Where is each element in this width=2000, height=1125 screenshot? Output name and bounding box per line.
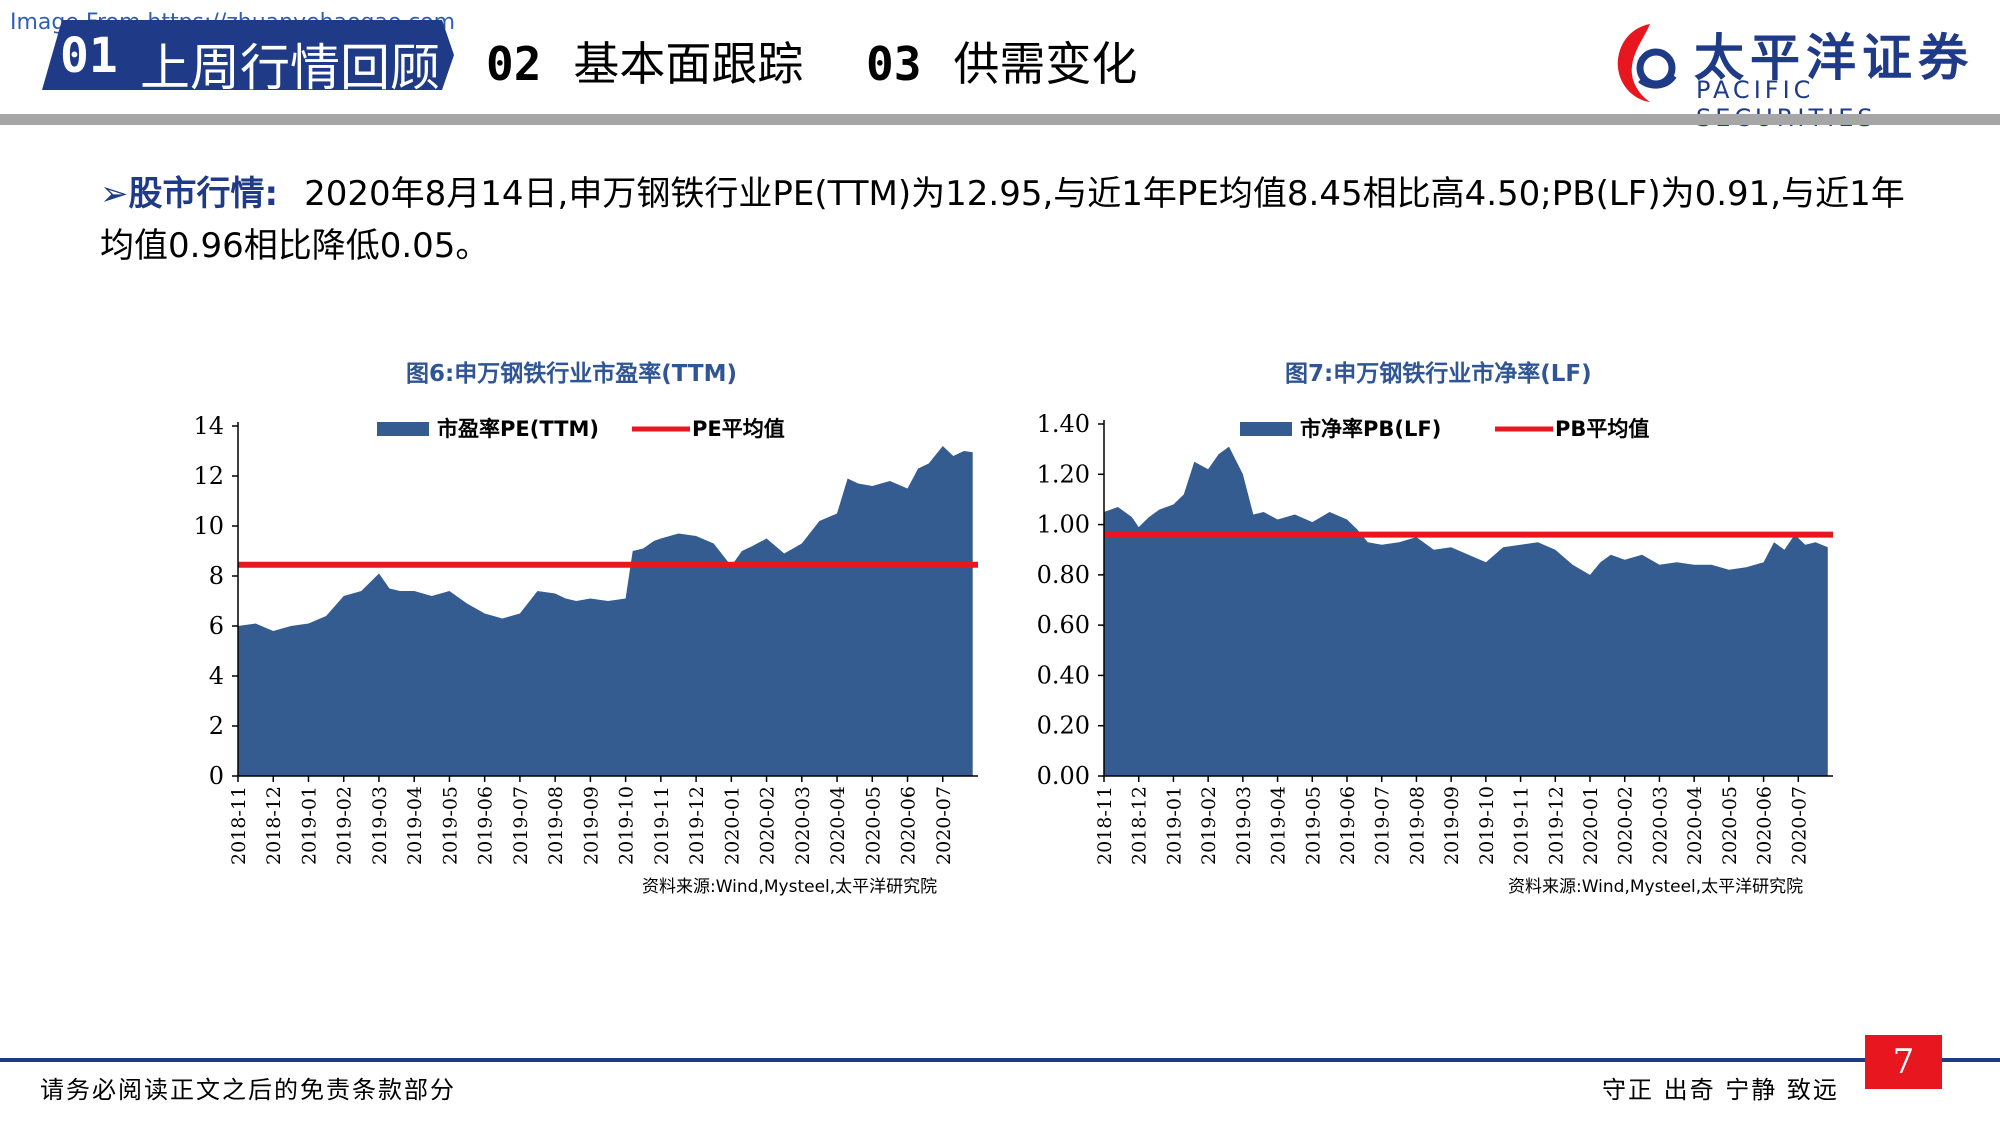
x-tick-label: 2019-02 [334,786,356,865]
footer-divider [0,1058,2000,1062]
y-tick-label: 14 [193,412,224,440]
x-tick-label: 2019-09 [1441,786,1463,865]
x-tick-label: 2019-06 [1337,786,1359,865]
x-tick-label: 2019-11 [1511,786,1533,865]
company-motto: 守正 出奇 宁静 致远 [1602,1076,1839,1104]
x-tick-label: 2020-06 [1754,786,1776,865]
tab-label: 基本面跟踪 [573,37,804,91]
x-tick-label: 2019-05 [439,786,461,865]
arrow-bullet-icon: ➢ [100,174,129,214]
logo-text-cn: 太平洋证券 [1694,29,1974,87]
y-tick-label: 0 [209,762,224,790]
tab-label: 上周行情回顾 [140,39,440,97]
tab-label: 供需变化 [953,37,1138,91]
x-tick-label: 2020-07 [1788,786,1810,865]
x-tick-label: 2019-04 [404,786,426,865]
tab-number: 02 [486,37,542,91]
summary-text: 2020年8月14日,申万钢铁行业PE(TTM)为12.95,与近1年PE均值8… [100,174,1905,266]
x-tick-label: 2020-03 [1649,786,1671,865]
summary-heading: 股市行情: [128,174,279,214]
y-tick-label: 8 [209,562,224,590]
x-tick-label: 2020-06 [898,786,920,865]
y-tick-label: 10 [193,512,224,540]
x-tick-label: 2019-12 [1545,786,1567,865]
x-tick-label: 2019-06 [475,786,497,865]
x-tick-label: 2019-09 [580,786,602,865]
x-tick-label: 2020-04 [827,786,849,865]
x-tick-label: 2020-04 [1684,786,1706,865]
nav-tab-fundamentals[interactable]: 02 基本面跟踪 [486,28,803,94]
x-tick-label: 2019-08 [1406,786,1428,865]
x-tick-label: 2020-01 [1580,786,1602,865]
nav-tab-review[interactable]: 01 上周行情回顾 [42,20,454,97]
page-number: 7 [1865,1035,1942,1089]
series-area [238,446,973,776]
x-tick-label: 2018-11 [1094,786,1116,865]
pb-chart: 0.00 0.20 0.40 0.60 0.80 1.00 1.20 1.40 2018-11 2… [1037,410,1833,865]
x-tick-label: 2019-01 [1163,786,1185,865]
pe-chart: 0 2 4 6 8 10 12 14 2018-11 2018-12 2019-01 2019-02 2… [193,412,978,865]
legend-label-line: PE平均值 [692,417,785,441]
x-tick-label: 2020-05 [862,786,884,865]
chart-title-pe: 图6:申万钢铁行业市盈率(TTM) [406,361,738,387]
x-tick-label: 2019-08 [545,786,567,865]
x-tick-label: 2019-11 [651,786,673,865]
x-tick-label: 2020-02 [757,786,779,865]
y-tick-label: 1.00 [1037,511,1090,539]
x-tick-label: 2020-07 [933,786,955,865]
x-tick-label: 2018-12 [263,786,285,865]
tab-number: 01 [60,28,118,84]
x-tick-label: 2019-01 [298,786,320,865]
x-tick-label: 2018-12 [1129,786,1151,865]
x-tick-label: 2019-10 [616,786,638,865]
x-tick-label: 2019-10 [1476,786,1498,865]
y-tick-label: 12 [193,462,224,490]
x-tick-label: 2019-04 [1268,786,1290,865]
legend-swatch-area [377,422,429,436]
logo-mark-icon [1617,24,1677,102]
y-tick-label: 0.00 [1037,762,1090,790]
chart-source-pb: 资料来源:Wind,Mysteel,太平洋研究院 [1508,877,1804,897]
chart-source-pe: 资料来源:Wind,Mysteel,太平洋研究院 [642,877,938,897]
y-tick-label: 0.20 [1037,712,1090,740]
series-area [1104,446,1828,776]
company-logo: 太平洋证券 PACIFIC SECURITIES [1610,18,1980,132]
legend-label-line: PB平均值 [1555,417,1649,441]
market-summary: ➢股市行情: 2020年8月14日,申万钢铁行业PE(TTM)为12.95,与近1… [100,168,1930,272]
x-tick-label: 2019-02 [1198,786,1220,865]
legend-label-area: 市净率PB(LF) [1300,417,1441,441]
y-tick-label: 1.20 [1037,460,1090,488]
x-tick-label: 2020-05 [1719,786,1741,865]
chart-title-pb: 图7:申万钢铁行业市净率(LF) [1285,361,1592,387]
tab-number: 03 [866,37,922,91]
y-tick-label: 6 [209,612,224,640]
header-divider [0,114,2000,125]
x-tick-label: 2019-12 [686,786,708,865]
x-tick-label: 2020-02 [1615,786,1637,865]
x-tick-label: 2018-11 [228,786,250,865]
x-tick-label: 2019-05 [1302,786,1324,865]
legend-label-area: 市盈率PE(TTM) [437,417,599,441]
x-tick-label: 2020-01 [721,786,743,865]
legend-swatch-area [1240,422,1292,436]
x-tick-label: 2020-03 [792,786,814,865]
nav-tab-supply-demand[interactable]: 03 供需变化 [866,28,1137,94]
disclaimer-note: 请务必阅读正文之后的免责条款部分 [40,1076,456,1104]
tab-background [42,20,454,90]
y-tick-label: 4 [209,662,224,690]
y-tick-label: 2 [209,712,224,740]
x-tick-label: 2019-03 [369,786,391,865]
x-tick-label: 2019-03 [1233,786,1255,865]
y-tick-label: 1.40 [1037,410,1090,438]
y-tick-label: 0.80 [1037,561,1090,589]
x-tick-label: 2019-07 [1372,786,1394,865]
y-tick-label: 0.40 [1037,661,1090,689]
x-tick-label: 2019-07 [510,786,532,865]
y-tick-label: 0.60 [1037,611,1090,639]
